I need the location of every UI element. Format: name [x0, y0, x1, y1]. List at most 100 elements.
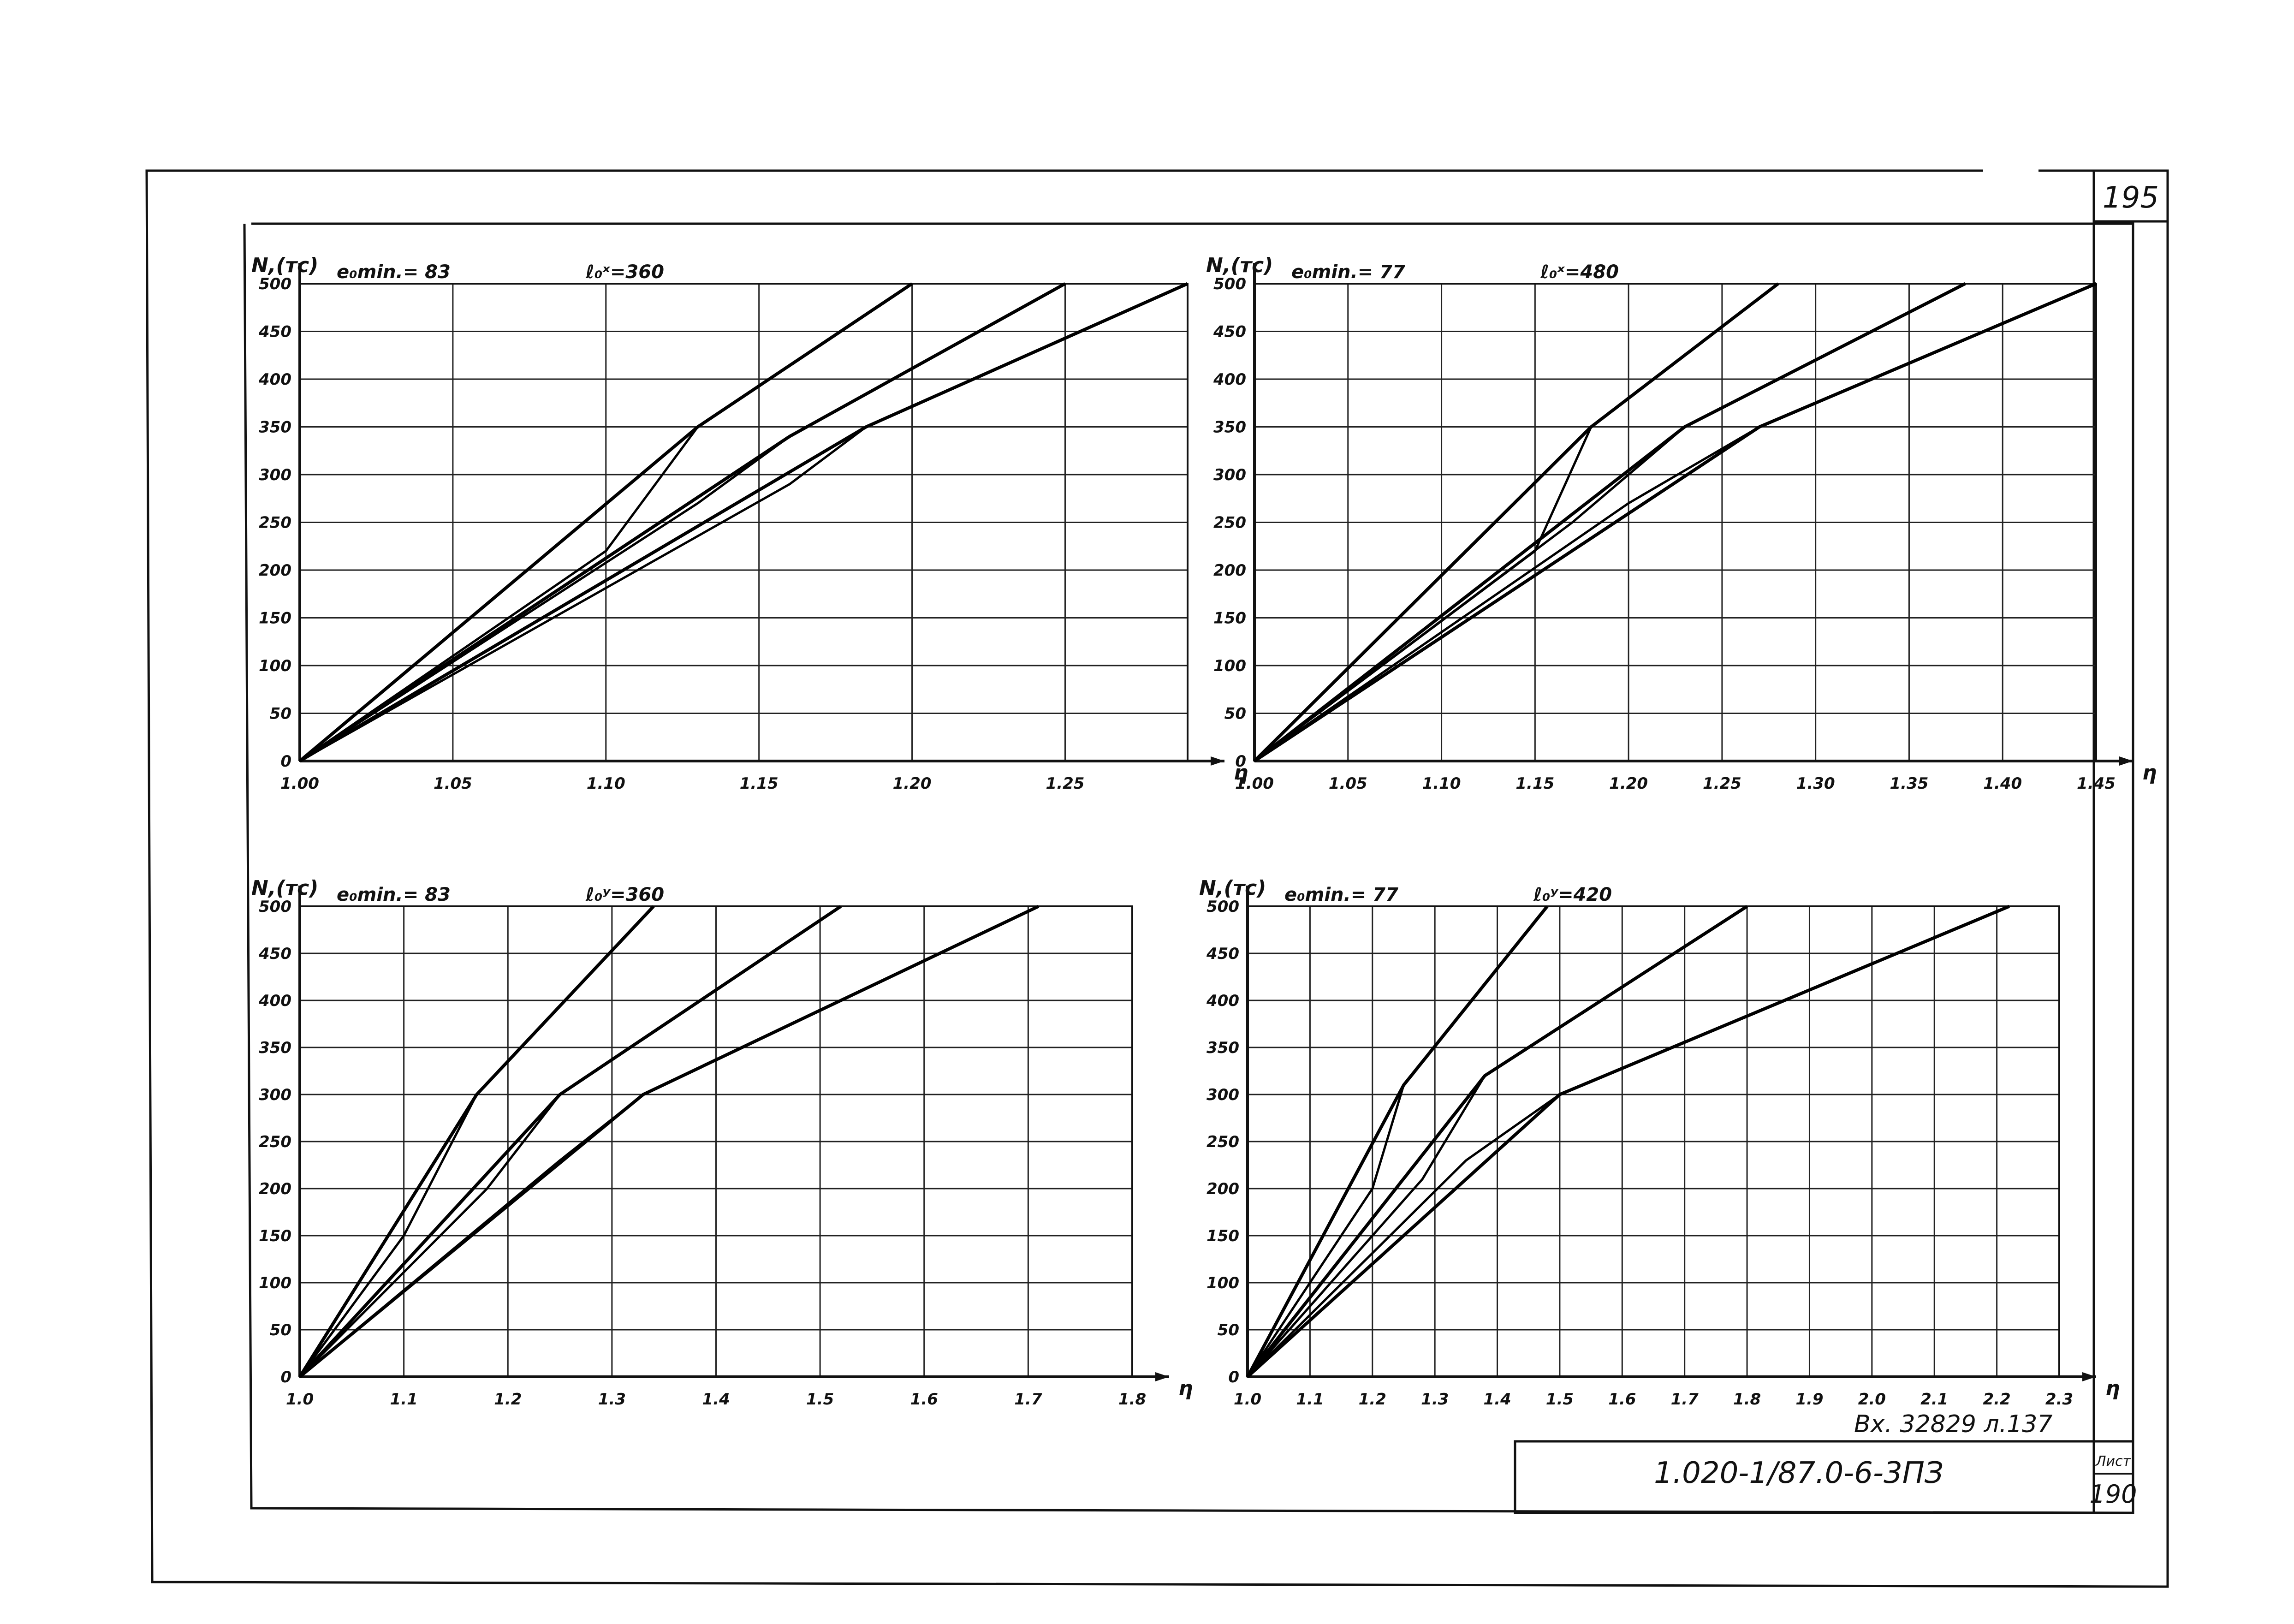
- x-axis-arrow: [1211, 756, 1224, 766]
- y-tick-label: 150: [259, 1227, 291, 1245]
- x-tick-label: 1.15: [1515, 774, 1554, 793]
- series-line-5: [299, 1094, 561, 1378]
- y-tick-label: 50: [1218, 1321, 1239, 1339]
- series-line-5: [299, 435, 790, 762]
- y-axis-label: N,(тс): [1206, 254, 1273, 277]
- x-tick-label: 1.30: [1796, 774, 1835, 793]
- sheet-label: Лист: [2095, 1453, 2132, 1469]
- y-tick-label: 300: [259, 1086, 291, 1104]
- series-line-6: [1247, 1093, 1561, 1378]
- l0-label: ℓ₀ʸ=420: [1533, 884, 1612, 905]
- x-tick-label: 1.4: [702, 1390, 730, 1409]
- y-tick-label: 200: [1213, 561, 1246, 580]
- y-tick-label: 500: [1213, 275, 1246, 293]
- y-axis-label: N,(тс): [1199, 876, 1266, 900]
- y-tick-label: 450: [1213, 323, 1246, 341]
- x-axis-arrow: [2082, 1372, 2096, 1381]
- chart-panel-bottom-right: 0 50 100 150 200 250 300 350 400 450 500 1.0 1.1 1.2 1…: [1199, 876, 2120, 1409]
- x-tick-label: 1.8: [1118, 1390, 1146, 1409]
- document-code: 1.020-1/87.0-6-3ПЗ: [1654, 1456, 1943, 1490]
- x-tick-label: 1.7: [1014, 1390, 1042, 1409]
- x-tick-label: 1.05: [1329, 774, 1367, 793]
- x-tick-label: 1.05: [434, 774, 472, 793]
- x-axis-label: η: [2105, 1377, 2120, 1400]
- y-tick-label: 250: [259, 514, 291, 532]
- corner-number: 195: [2103, 181, 2159, 215]
- y-tick-label: 150: [259, 609, 291, 628]
- series-line-6: [299, 1094, 644, 1378]
- y-tick-label: 300: [1206, 1086, 1239, 1104]
- title-block: 1.020-1/87.0-6-3ПЗ Лист 190 Вх. 32829 л.…: [1514, 1410, 2137, 1514]
- x-tick-label: 1.0: [1234, 1390, 1261, 1409]
- y-tick-label: 50: [270, 705, 291, 723]
- chart-panel-bottom-left: 0 50 100 150 200 250 300 350 400 450 500 1.0 1.1 1.2 1…: [251, 876, 1193, 1409]
- x-tick-label: 1.15: [740, 774, 779, 793]
- x-tick-label: 1.5: [1546, 1390, 1574, 1409]
- x-axis-label: η: [2142, 761, 2157, 785]
- y-tick-label: 400: [258, 370, 291, 389]
- y-tick-label: 200: [259, 561, 291, 580]
- y-axis-label: N,(тс): [251, 254, 318, 277]
- x-tick-label: 2.1: [1920, 1390, 1948, 1409]
- y-tick-label: 350: [259, 1039, 291, 1057]
- y-tick-label: 250: [259, 1133, 291, 1151]
- x-tick-label: 1.3: [1421, 1390, 1449, 1409]
- x-tick-label: 1.00: [1235, 774, 1274, 793]
- eomin-label: e₀min.= 83: [337, 884, 451, 905]
- y-tick-label: 100: [1206, 1274, 1239, 1292]
- x-tick-label: 1.1: [390, 1390, 418, 1409]
- y-tick-label: 0: [280, 1368, 291, 1386]
- series-line-6: [1254, 426, 1760, 762]
- y-tick-label: 300: [259, 466, 291, 484]
- x-tick-label: 1.7: [1671, 1390, 1699, 1409]
- y-tick-label: 450: [258, 323, 291, 341]
- x-tick-label: 1.10: [1422, 774, 1461, 793]
- y-tick-label: 400: [1206, 992, 1239, 1010]
- x-tick-label: 2.3: [2045, 1390, 2073, 1409]
- y-tick-label: 250: [1206, 1133, 1239, 1151]
- y-tick-label: 150: [1206, 1227, 1239, 1245]
- eomin-label: e₀min.= 83: [337, 262, 451, 283]
- corner-number-box: 195: [2092, 169, 2169, 223]
- series-line-4: [1246, 1084, 1405, 1378]
- y-tick-label: 50: [270, 1321, 291, 1339]
- y-tick-label: 450: [258, 945, 291, 963]
- x-tick-label: 1.2: [494, 1390, 522, 1409]
- l0-label: ℓ₀ʸ=360: [585, 884, 664, 905]
- x-tick-label: 1.4: [1483, 1390, 1511, 1409]
- y-tick-label: 350: [259, 418, 291, 437]
- x-tick-label: 1.20: [893, 774, 932, 793]
- y-tick-label: 100: [1213, 657, 1246, 675]
- x-tick-label: 2.0: [1858, 1390, 1886, 1409]
- x-tick-label: 1.6: [910, 1390, 938, 1409]
- series-line-4: [299, 426, 699, 762]
- x-tick-label: 1.0: [286, 1390, 314, 1409]
- x-tick-label: 2.2: [1983, 1390, 2010, 1409]
- y-tick-label: 300: [1213, 466, 1246, 484]
- y-tick-label: 50: [1224, 705, 1246, 723]
- x-tick-label: 1.6: [1608, 1390, 1636, 1409]
- eomin-label: e₀min.= 77: [1291, 262, 1405, 283]
- y-tick-label: 500: [259, 275, 291, 293]
- y-tick-label: 0: [1235, 752, 1246, 771]
- series-line-5: [1254, 426, 1686, 762]
- x-tick-label: 1.20: [1609, 774, 1648, 793]
- sheet-number: 190: [2089, 1480, 2137, 1509]
- y-tick-label: 400: [258, 992, 291, 1010]
- x-tick-label: 1.40: [1983, 774, 2022, 793]
- x-tick-label: 1.3: [598, 1390, 626, 1409]
- y-tick-label: 500: [1206, 898, 1239, 916]
- inventory-note: Вх. 32829 л.137: [1854, 1410, 2052, 1438]
- x-tick-label: 1.5: [806, 1390, 834, 1409]
- l0-label: ℓ₀ˣ=480: [1540, 262, 1619, 283]
- x-tick-label: 1.9: [1795, 1390, 1823, 1409]
- y-tick-label: 250: [1213, 514, 1246, 532]
- y-tick-label: 200: [1206, 1180, 1239, 1198]
- x-tick-label: 1.35: [1890, 774, 1928, 793]
- x-axis-arrow: [2119, 756, 2133, 766]
- y-tick-label: 0: [280, 752, 291, 771]
- y-axis-label: N,(тс): [251, 876, 318, 900]
- l0-label: ℓ₀ˣ=360: [585, 262, 664, 283]
